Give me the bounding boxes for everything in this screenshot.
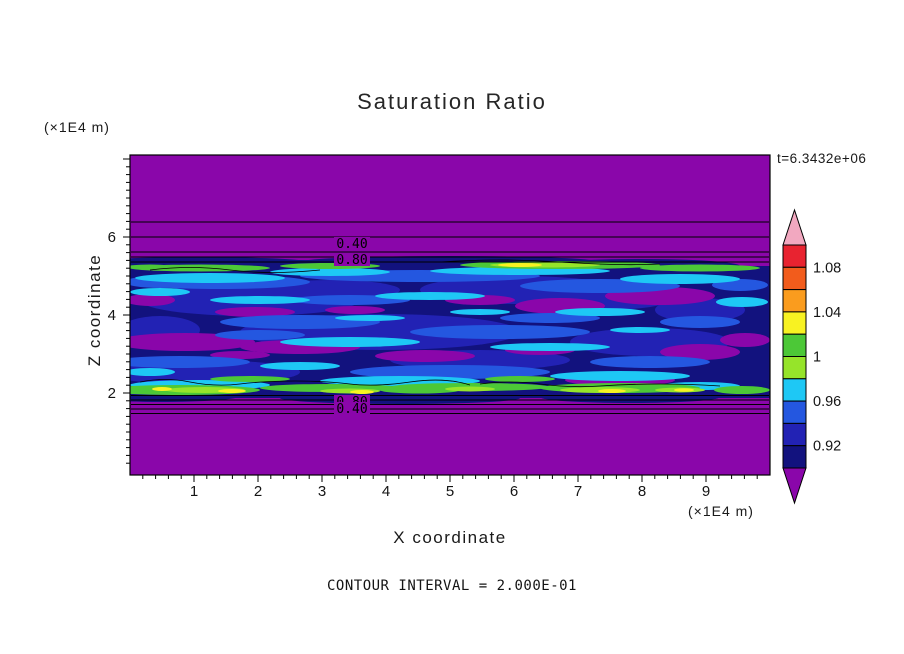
y-tick-label: 6 bbox=[108, 229, 116, 246]
y-tick-label: 2 bbox=[108, 385, 116, 402]
colorbar-label: 1 bbox=[813, 350, 821, 366]
colorbar-label: 0.96 bbox=[813, 394, 841, 410]
x-tick-label: 9 bbox=[702, 483, 710, 500]
axis-ticks bbox=[123, 158, 758, 482]
x-axis-title: X coordinate bbox=[393, 528, 507, 547]
contour-value-label: 0.80 bbox=[336, 253, 367, 268]
time-annotation: t=6.3432e+06 bbox=[777, 151, 867, 166]
colorbar-label: 1.08 bbox=[813, 260, 841, 276]
colorbar-label: 1.04 bbox=[813, 305, 841, 321]
y-tick-label: 4 bbox=[108, 307, 116, 324]
x-tick-label: 5 bbox=[446, 483, 454, 500]
contour-value-label: 0.40 bbox=[336, 237, 367, 252]
x-tick-label: 7 bbox=[574, 483, 582, 500]
x-tick-label: 4 bbox=[382, 483, 390, 500]
contour-field: 0.400.800.800.40 bbox=[130, 155, 770, 475]
colorbar-label: 0.92 bbox=[813, 439, 841, 455]
chart-title: Saturation Ratio bbox=[357, 89, 547, 114]
contour-value-label: 0.40 bbox=[336, 402, 367, 417]
y-axis-title: Z coordinate bbox=[85, 253, 104, 367]
colorbar bbox=[782, 208, 807, 505]
x-tick-label: 2 bbox=[254, 483, 262, 500]
x-tick-label: 8 bbox=[638, 483, 646, 500]
y-axis-unit-label: (×1E4 m) bbox=[44, 119, 110, 135]
x-tick-label: 3 bbox=[318, 483, 326, 500]
x-tick-label: 1 bbox=[190, 483, 198, 500]
contour-interval-label: CONTOUR INTERVAL = 2.000E-01 bbox=[326, 578, 577, 594]
x-tick-label: 6 bbox=[510, 483, 518, 500]
x-axis-unit-label: (×1E4 m) bbox=[688, 503, 754, 519]
